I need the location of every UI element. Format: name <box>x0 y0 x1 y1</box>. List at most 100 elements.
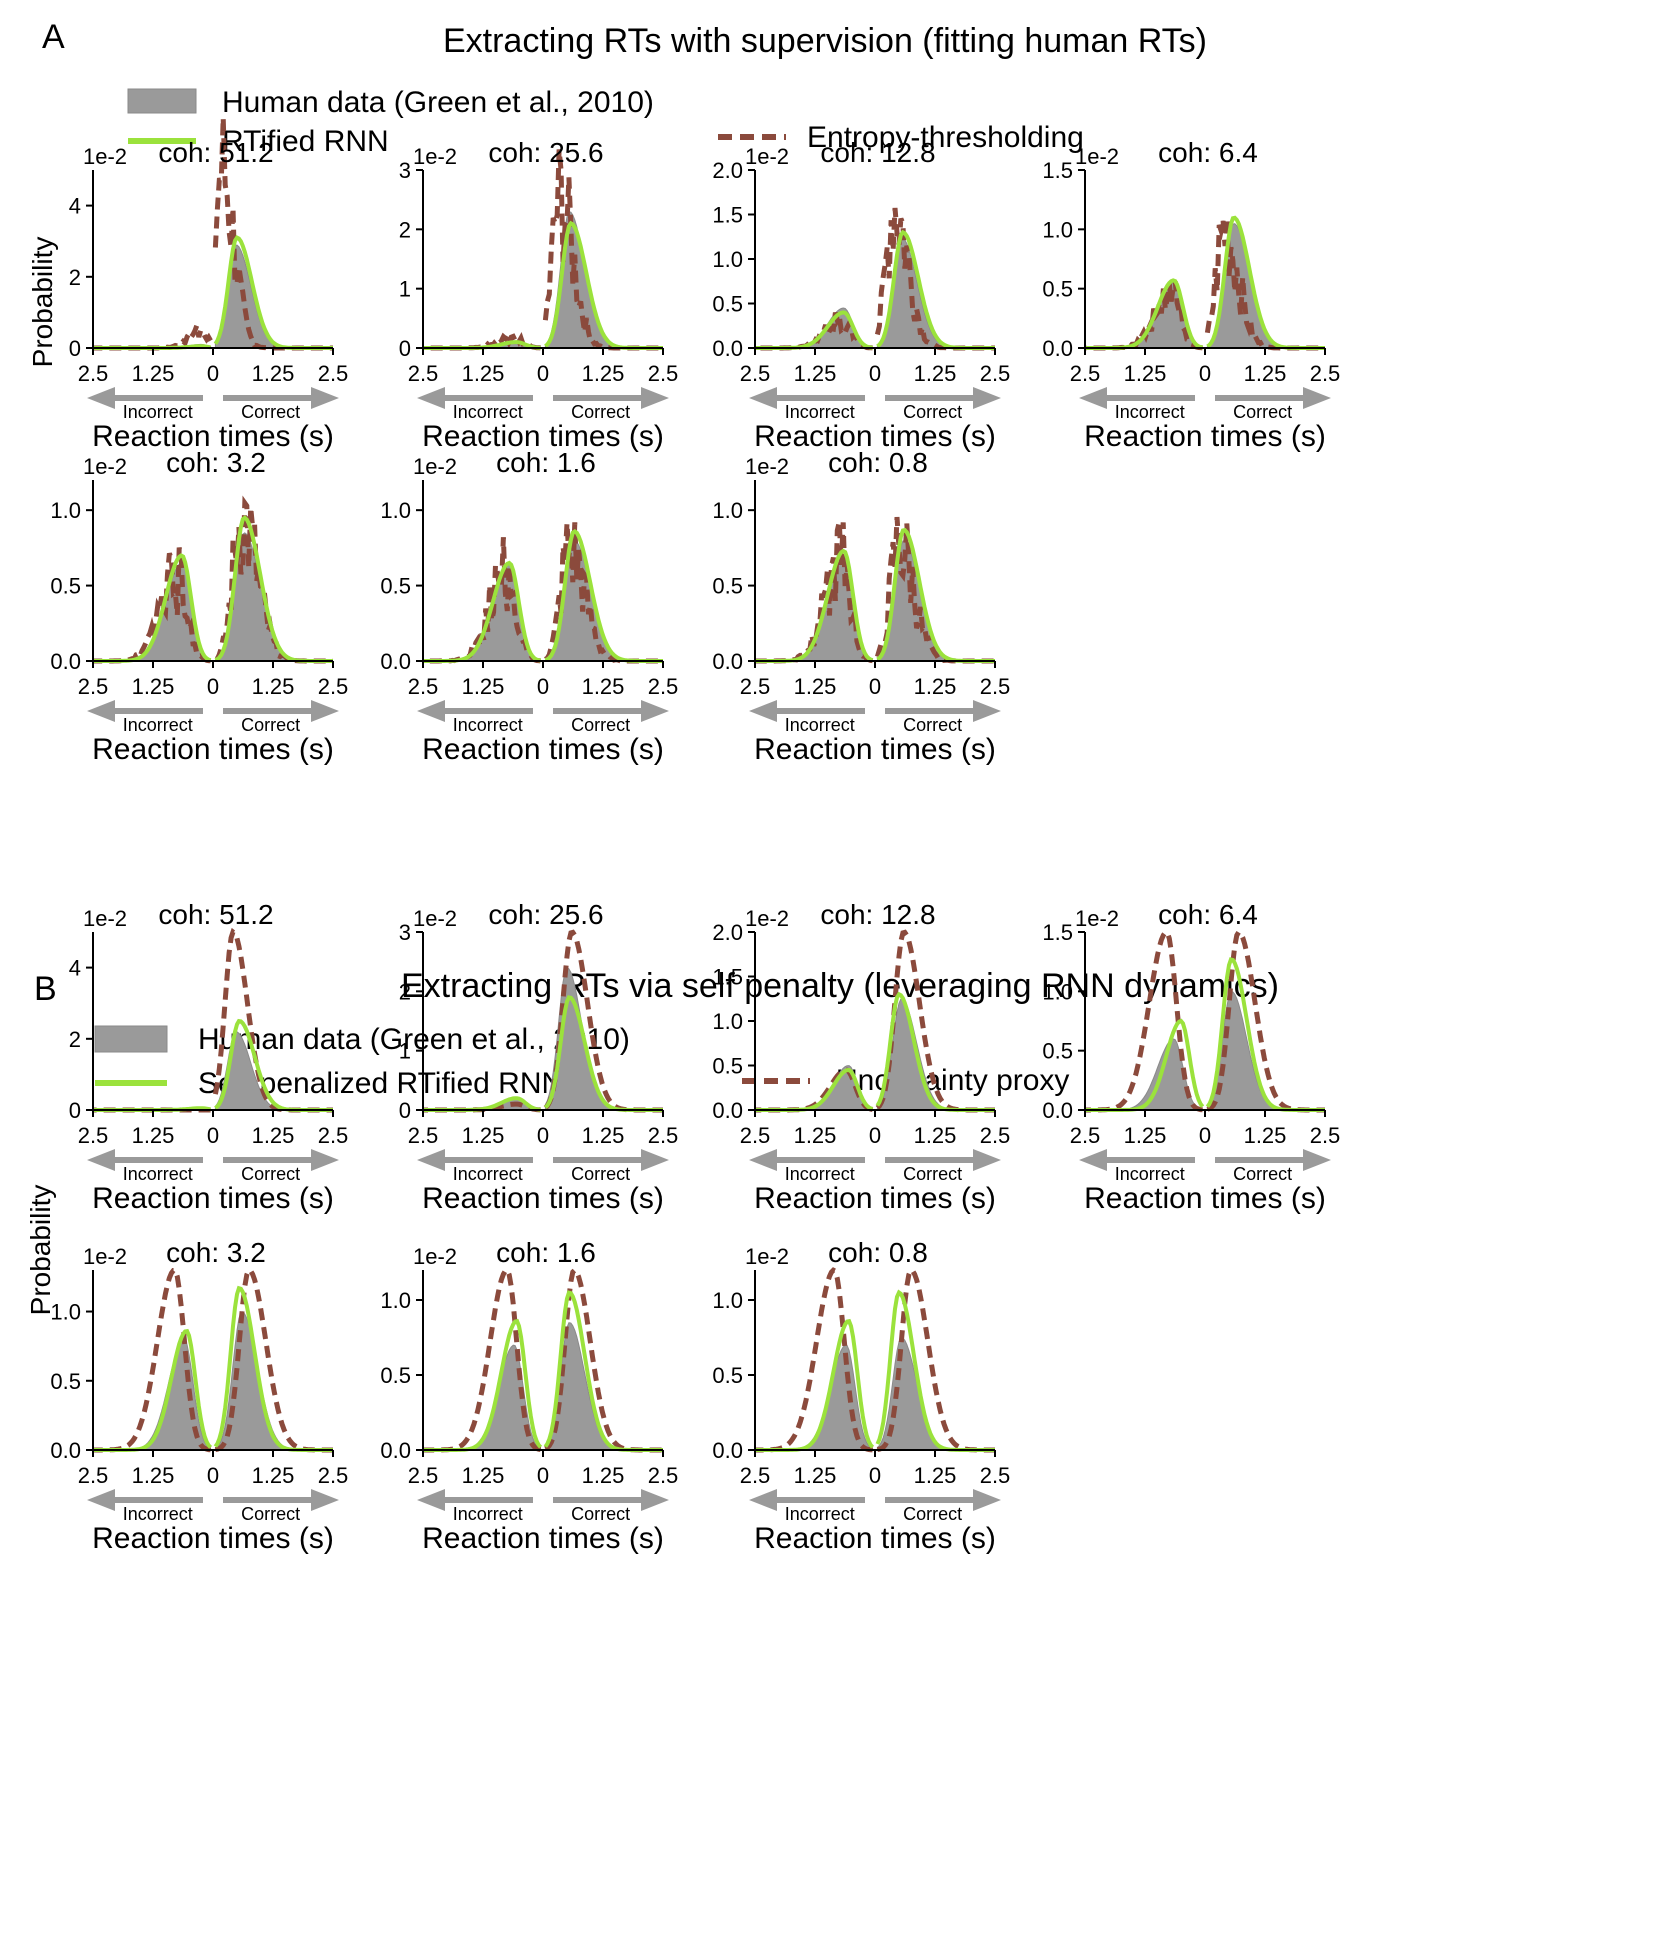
human-data-incorrect-area <box>423 562 542 662</box>
subplot-title: coh: 3.2 <box>166 447 266 478</box>
subplot-title: coh: 0.8 <box>828 1237 928 1268</box>
correct-arrow-head <box>311 1489 339 1511</box>
subplot-a-3: 0.0 0.5 1.0 1.5 2.0 2.5 1.25 0 1.25 2.5 1e-2 coh: 1… <box>712 137 1010 453</box>
y-tick-label: 0 <box>69 336 81 361</box>
correct-arrow-head <box>1303 387 1331 409</box>
x-axis-label: Reaction times (s) <box>754 420 996 453</box>
y-tick-label: 2.0 <box>712 920 743 945</box>
scale-label: 1e-2 <box>1075 144 1119 169</box>
subplot-a-2: 0 1 2 3 2.5 1.25 0 1.25 2.5 1e-2 coh: 25.6 Incorrec… <box>399 137 679 453</box>
y-tick-label: 0.0 <box>712 1098 743 1123</box>
subplot-b-2: 0 1 2 3 2.5 1.25 0 1.25 2.5 1e-2 coh: 25.6 Incorrec… <box>399 899 679 1215</box>
subplot-title: coh: 6.4 <box>1158 899 1258 930</box>
x-tick-label: 1.25 <box>462 1463 505 1488</box>
x-tick-label: 0 <box>869 1463 881 1488</box>
x-tick-label: 0 <box>537 361 549 386</box>
y-tick-label: 1.5 <box>1042 158 1073 183</box>
incorrect-arrow-head <box>1079 1149 1107 1171</box>
scale-label: 1e-2 <box>413 454 457 479</box>
correct-arrow-head <box>311 700 339 722</box>
x-tick-label: 1.25 <box>914 1463 957 1488</box>
incorrect-label: Incorrect <box>453 715 523 735</box>
x-tick-label: 2.5 <box>78 1123 109 1148</box>
scale-label: 1e-2 <box>413 144 457 169</box>
x-tick-label: 2.5 <box>648 1463 679 1488</box>
human-data-correct-area <box>876 236 995 349</box>
y-tick-label: 2 <box>399 979 411 1004</box>
scale-label: 1e-2 <box>83 1244 127 1269</box>
correct-arrow-head <box>641 387 669 409</box>
y-tick-label: 0.0 <box>712 1438 743 1463</box>
legend-a-human-label: Human data (Green et al., 2010) <box>222 86 654 119</box>
subplot-a-7: 0.0 0.5 1.0 2.5 1.25 0 1.25 2.5 1e-2 coh: 0.8 Inco… <box>712 447 1010 766</box>
incorrect-arrow-head <box>417 1149 445 1171</box>
subplot-title: coh: 1.6 <box>496 447 596 478</box>
panel-a-legend: Human data (Green et al., 2010) RTified … <box>127 86 1084 158</box>
correct-label: Correct <box>903 715 962 735</box>
panel-a-row1-ylabel: Probability <box>27 237 58 368</box>
incorrect-label: Incorrect <box>785 1164 855 1184</box>
y-tick-label: 0.0 <box>712 649 743 674</box>
y-tick-label: 1.5 <box>712 203 743 228</box>
legend-a-rnn-label: RTified RNN <box>222 125 389 158</box>
x-tick-label: 2.5 <box>78 361 109 386</box>
correct-label: Correct <box>241 1164 300 1184</box>
x-tick-label: 2.5 <box>980 674 1011 699</box>
x-tick-label: 0 <box>1199 361 1211 386</box>
x-axis-label: Reaction times (s) <box>92 420 334 453</box>
proxy-correct-line <box>542 149 663 351</box>
subplot-title: coh: 6.4 <box>1158 137 1258 168</box>
incorrect-label: Incorrect <box>123 1504 193 1524</box>
legend-b-proxy-label: Uncertainty proxy <box>836 1064 1069 1097</box>
legend-a-proxy-label: Entropy-thresholding <box>807 121 1084 154</box>
subplot-title: coh: 25.6 <box>488 137 603 168</box>
x-axis-label: Reaction times (s) <box>754 1522 996 1555</box>
x-tick-label: 1.25 <box>582 1123 625 1148</box>
x-tick-label: 2.5 <box>740 1463 771 1488</box>
x-tick-label: 2.5 <box>318 674 349 699</box>
x-tick-label: 1.25 <box>794 1123 837 1148</box>
y-tick-label: 1 <box>399 1039 411 1064</box>
y-tick-label: 0.5 <box>712 1363 743 1388</box>
subplot-title: coh: 12.8 <box>820 899 935 930</box>
x-tick-label: 0 <box>537 1463 549 1488</box>
subplot-a-4: 0.0 0.5 1.0 1.5 2.5 1.25 0 1.25 2.5 1e-2 coh: 6.4 I… <box>1042 137 1340 453</box>
correct-arrow-head <box>973 1149 1001 1171</box>
x-tick-label: 1.25 <box>914 1123 957 1148</box>
incorrect-label: Incorrect <box>123 715 193 735</box>
correct-label: Correct <box>241 402 300 422</box>
y-tick-label: 2 <box>69 1027 81 1052</box>
incorrect-label: Incorrect <box>453 1504 523 1524</box>
x-tick-label: 2.5 <box>78 1463 109 1488</box>
subplot-title: coh: 0.8 <box>828 447 928 478</box>
correct-label: Correct <box>571 1164 630 1184</box>
x-tick-label: 2.5 <box>980 361 1011 386</box>
incorrect-arrow-head <box>1079 387 1107 409</box>
x-tick-label: 1.25 <box>132 674 175 699</box>
y-tick-label: 0.0 <box>1042 1098 1073 1123</box>
y-tick-label: 3 <box>399 920 411 945</box>
x-tick-label: 1.25 <box>462 674 505 699</box>
legend-a-human-swatch <box>127 88 197 114</box>
correct-label: Correct <box>1233 1164 1292 1184</box>
y-tick-label: 3 <box>399 158 411 183</box>
incorrect-label: Incorrect <box>785 1504 855 1524</box>
subplot-b-4: 0.0 0.5 1.0 1.5 2.5 1.25 0 1.25 2.5 1e-2 coh: 6.4 I… <box>1042 899 1340 1215</box>
incorrect-label: Incorrect <box>1115 1164 1185 1184</box>
incorrect-arrow-head <box>87 700 115 722</box>
x-tick-label: 2.5 <box>408 361 439 386</box>
scale-label: 1e-2 <box>745 144 789 169</box>
x-tick-label: 1.25 <box>582 674 625 699</box>
x-tick-label: 1.25 <box>462 361 505 386</box>
correct-label: Correct <box>571 715 630 735</box>
incorrect-arrow-head <box>417 387 445 409</box>
x-axis-label: Reaction times (s) <box>422 1182 664 1215</box>
correct-label: Correct <box>241 1504 300 1524</box>
scale-label: 1e-2 <box>745 906 789 931</box>
y-tick-label: 2 <box>399 217 411 242</box>
correct-label: Correct <box>1233 402 1292 422</box>
x-tick-label: 2.5 <box>648 674 679 699</box>
scale-label: 1e-2 <box>413 1244 457 1269</box>
y-tick-label: 2.0 <box>712 158 743 183</box>
